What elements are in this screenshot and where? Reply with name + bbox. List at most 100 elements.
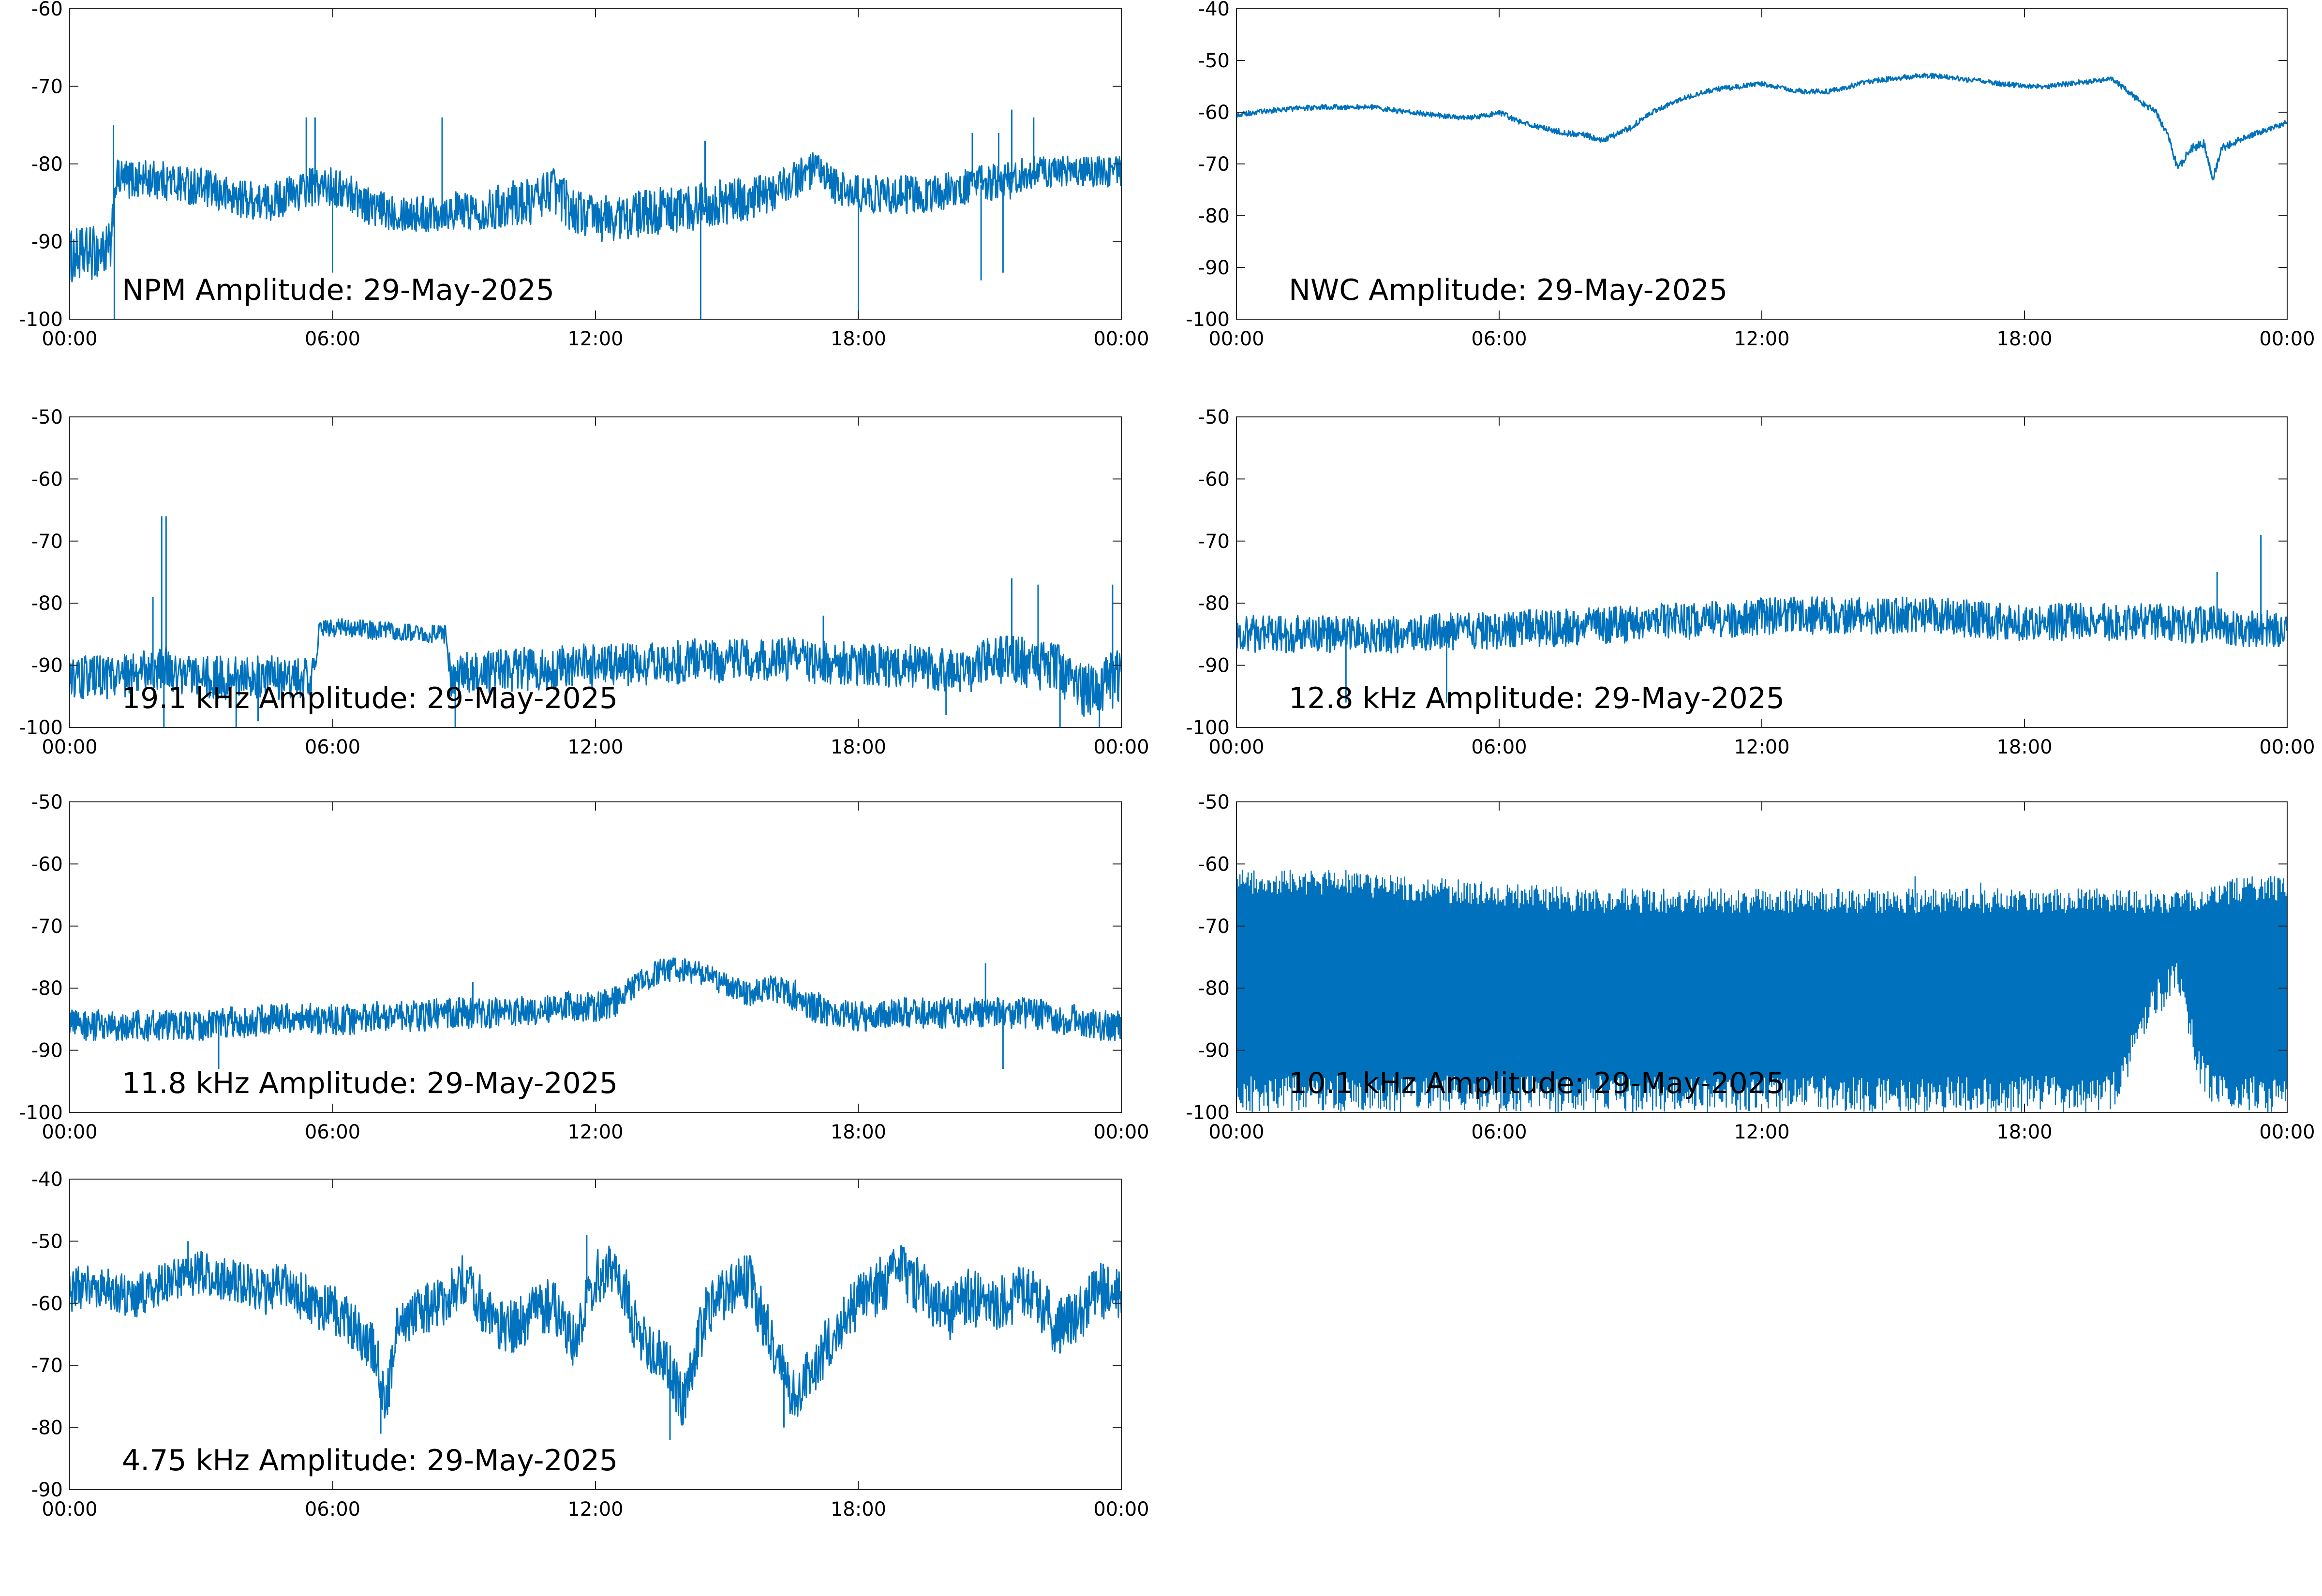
axes-frame (69, 8, 1122, 320)
y-tick-label: -50 (31, 791, 63, 813)
x-tick-label: 18:00 (831, 1498, 886, 1521)
y-tick-label: -40 (31, 1168, 63, 1191)
x-tick-label: 12:00 (567, 1498, 623, 1521)
y-tick-label: -90 (31, 1479, 63, 1501)
x-tick-label: 00:00 (2259, 1121, 2315, 1143)
x-tick-label: 00:00 (1093, 1498, 1149, 1521)
x-tick-label: 06:00 (1471, 1121, 1527, 1143)
x-tick-label: 12:00 (567, 328, 623, 350)
y-tick-label: -80 (31, 153, 63, 176)
y-tick-label: -90 (31, 1040, 63, 1062)
y-tick-label: -100 (1186, 717, 1230, 739)
chart-panel-4: 00:00 06:00 12:00 18:00 00:00 -50 -60 -70 -80 -90… (1186, 406, 2315, 758)
y-tick-label: -100 (1186, 309, 1230, 331)
x-tick-label: 12:00 (1734, 328, 1789, 350)
y-tick-label: -100 (19, 309, 63, 331)
y-tick-label: -60 (31, 0, 63, 20)
y-tick-label: -80 (1198, 205, 1230, 227)
x-tick-label: 12:00 (567, 736, 623, 758)
y-tick-label: -70 (31, 531, 63, 553)
axes-frame (1236, 416, 2288, 728)
x-tick-label: 06:00 (305, 736, 360, 758)
chart-panel-5: 00:00 06:00 12:00 18:00 00:00 -50 -60 -70 -80 -90… (19, 791, 1149, 1143)
chart-panel-1: 00:00 06:00 12:00 18:00 00:00 -60 -70 -80 -90 -10… (19, 0, 1149, 350)
series-line (1236, 870, 2287, 1112)
axes-frame (69, 801, 1122, 1113)
y-tick-label: -70 (31, 1355, 63, 1377)
panel-title: NWC Amplitude: 29-May-2025 (1289, 273, 1727, 307)
x-tick-label: 18:00 (831, 1121, 886, 1143)
x-tick-label: 00:00 (2259, 736, 2315, 758)
y-tick-label: -70 (31, 76, 63, 98)
chart-panel-2: 00:00 06:00 12:00 18:00 00:00 -40 -50 -60 -70 -80… (1186, 0, 2315, 350)
y-tick-label: -80 (31, 1417, 63, 1439)
x-tick-label: 06:00 (305, 328, 360, 350)
y-tick-label: -70 (1198, 153, 1230, 176)
x-tick-label: 18:00 (1996, 1121, 2052, 1143)
x-tick-label: 00:00 (42, 1121, 97, 1143)
y-tick-label: -70 (1198, 531, 1230, 553)
x-tick-label: 12:00 (1734, 1121, 1789, 1143)
y-tick-label: -40 (1198, 0, 1230, 20)
y-tick-label: -100 (19, 717, 63, 739)
x-tick-label: 00:00 (1208, 1121, 1264, 1143)
y-tick-label: -100 (1186, 1102, 1230, 1124)
y-tick-label: -70 (1198, 916, 1230, 938)
x-tick-label: 00:00 (42, 736, 97, 758)
y-tick-label: -70 (31, 916, 63, 938)
x-tick-label: 00:00 (1093, 736, 1149, 758)
y-tick-label: -90 (31, 655, 63, 677)
chart-panel-3: 00:00 06:00 12:00 18:00 00:00 -50 -60 -70 -80 -90… (19, 406, 1149, 758)
y-tick-label: -60 (31, 853, 63, 875)
x-tick-label: 00:00 (42, 1498, 97, 1521)
y-tick-label: -80 (1198, 592, 1230, 615)
y-tick-label: -80 (31, 592, 63, 615)
panel-title: 19.1 kHz Amplitude: 29-May-2025 (122, 681, 618, 715)
y-tick-label: -50 (31, 1230, 63, 1253)
y-tick-label: -60 (31, 1293, 63, 1315)
y-tick-label: -50 (1198, 406, 1230, 429)
axes-frame (1236, 8, 2288, 320)
y-tick-label: -60 (1198, 853, 1230, 875)
y-tick-label: -100 (19, 1102, 63, 1124)
x-tick-label: 06:00 (305, 1121, 360, 1143)
chart-panel-7: 00:00 06:00 12:00 18:00 00:00 -40 -50 -60 -70 -80… (31, 1168, 1149, 1521)
x-tick-label: 06:00 (1471, 736, 1527, 758)
y-tick-label: -90 (31, 231, 63, 253)
x-tick-label: 00:00 (1093, 1121, 1149, 1143)
x-tick-label: 00:00 (42, 328, 97, 350)
x-tick-label: 06:00 (305, 1498, 360, 1521)
y-tick-label: -60 (31, 468, 63, 490)
y-tick-label: -80 (1198, 977, 1230, 1000)
panel-title: 4.75 kHz Amplitude: 29-May-2025 (122, 1444, 618, 1478)
series-line (1236, 535, 2287, 703)
panel-title: 12.8 kHz Amplitude: 29-May-2025 (1289, 681, 1785, 715)
chart-panel-6: 00:00 06:00 12:00 18:00 00:00 -50 -60 -70 -80 -90… (1186, 791, 2315, 1143)
x-tick-label: 00:00 (1208, 328, 1264, 350)
axes-frame (69, 1179, 1122, 1490)
y-tick-label: -60 (1198, 102, 1230, 124)
series-line (70, 957, 1121, 1069)
panel-title: NPM Amplitude: 29-May-2025 (122, 273, 554, 307)
x-tick-label: 18:00 (831, 736, 886, 758)
panels: 00:00 06:00 12:00 18:00 00:00 -60 -70 -80 -90 -10… (19, 0, 2315, 1521)
panel-title: 10.1 kHz Amplitude: 29-May-2025 (1289, 1066, 1785, 1100)
y-tick-label: -60 (1198, 468, 1230, 490)
x-tick-label: 18:00 (1996, 328, 2052, 350)
series-line (70, 1235, 1121, 1440)
x-tick-label: 12:00 (1734, 736, 1789, 758)
y-tick-label: -80 (31, 977, 63, 1000)
x-tick-label: 18:00 (831, 328, 886, 350)
series-line (70, 516, 1121, 727)
x-tick-label: 12:00 (567, 1121, 623, 1143)
series-line (70, 109, 1121, 319)
x-tick-label: 00:00 (1208, 736, 1264, 758)
x-tick-label: 06:00 (1471, 328, 1527, 350)
series-line (1236, 73, 2287, 181)
y-tick-label: -90 (1198, 1040, 1230, 1062)
panel-title: 11.8 kHz Amplitude: 29-May-2025 (122, 1066, 618, 1100)
y-tick-label: -50 (31, 406, 63, 429)
x-tick-label: 00:00 (1093, 328, 1149, 350)
y-tick-label: -90 (1198, 257, 1230, 279)
